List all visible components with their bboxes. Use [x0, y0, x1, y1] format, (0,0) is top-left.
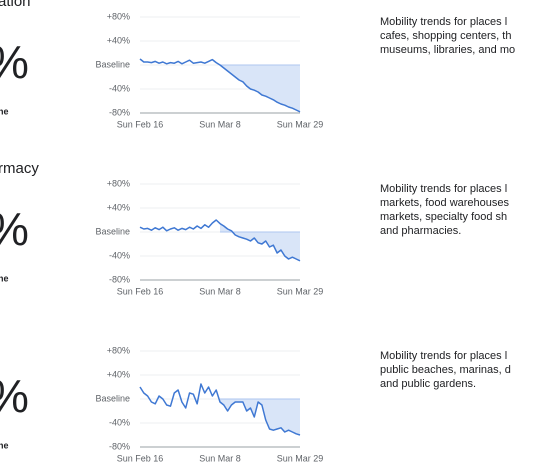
- x-tick-label: Sun Feb 16: [117, 286, 164, 296]
- y-tick-label: +80%: [107, 345, 130, 355]
- category-heading: rmacy: [0, 160, 39, 177]
- category-heading: ation: [0, 0, 31, 10]
- area: [220, 65, 300, 112]
- area: [220, 399, 300, 435]
- note: ne: [0, 273, 9, 283]
- y-tick-label: -40%: [109, 417, 130, 427]
- y-tick-label: Baseline: [95, 393, 130, 403]
- y-tick-label: -40%: [109, 250, 130, 260]
- description-line: Mobility trends for places l: [380, 16, 507, 28]
- y-tick-label: -80%: [109, 441, 130, 451]
- y-tick-label: -80%: [109, 274, 130, 284]
- y-tick-label: +40%: [107, 369, 130, 379]
- y-tick-label: Baseline: [95, 226, 130, 236]
- line: [139, 58, 301, 113]
- area: [220, 223, 300, 261]
- x-tick-label: Sun Mar 8: [199, 453, 241, 462]
- description-line: public beaches, marinas, d: [380, 364, 511, 376]
- line: [139, 219, 301, 262]
- x-tick-label: Sun Mar 29: [277, 286, 324, 296]
- note: ne: [0, 440, 9, 450]
- percent-change: %: [0, 370, 29, 422]
- y-tick-label: +40%: [107, 35, 130, 45]
- description-line: and pharmacies.: [380, 225, 461, 237]
- note: ne: [0, 106, 9, 116]
- description-line: cafes, shopping centers, th: [380, 30, 511, 42]
- x-tick-label: Sun Mar 29: [277, 119, 324, 129]
- y-tick-label: +80%: [107, 11, 130, 21]
- y-tick-label: +40%: [107, 202, 130, 212]
- description-line: markets, specialty food sh: [380, 211, 507, 223]
- y-tick-label: -80%: [109, 107, 130, 117]
- y-tick-label: Baseline: [95, 59, 130, 69]
- x-tick-label: Sun Mar 8: [199, 286, 241, 296]
- y-tick-label: +80%: [107, 178, 130, 188]
- description-line: markets, food warehouses: [380, 197, 510, 209]
- percent-change: %: [0, 36, 29, 88]
- description-line: Mobility trends for places l: [380, 183, 507, 195]
- description-line: Mobility trends for places l: [380, 350, 507, 362]
- line: [139, 383, 301, 436]
- y-tick-label: -40%: [109, 83, 130, 93]
- x-tick-label: Sun Feb 16: [117, 453, 164, 462]
- percent-change: %: [0, 203, 29, 255]
- x-tick-label: Sun Mar 8: [199, 119, 241, 129]
- x-tick-label: Sun Mar 29: [277, 453, 324, 462]
- x-tick-label: Sun Feb 16: [117, 119, 164, 129]
- description-line: museums, libraries, and mo: [380, 44, 515, 56]
- description-line: and public gardens.: [380, 378, 476, 390]
